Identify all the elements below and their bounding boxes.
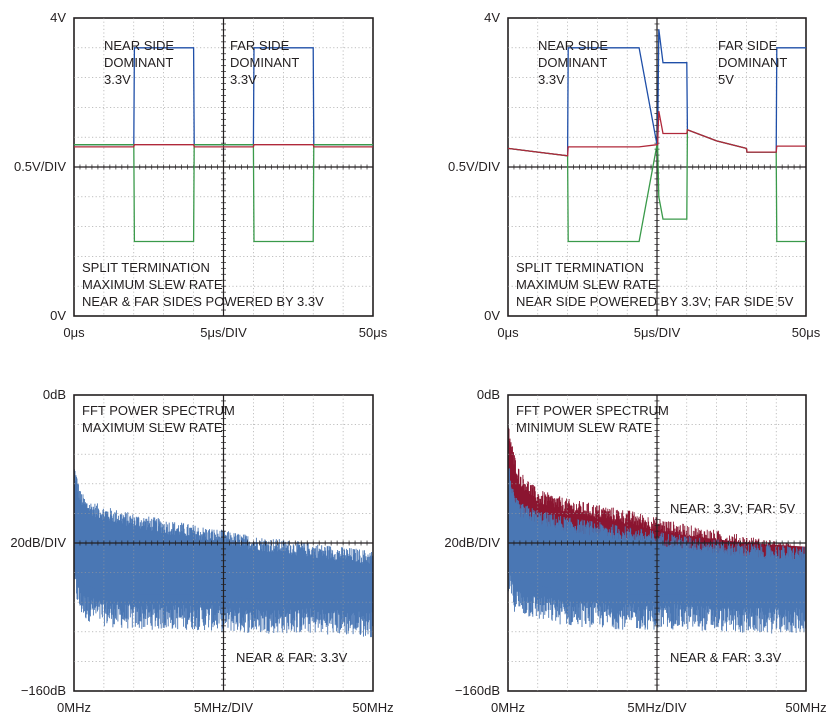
near-side-annotation: 3.3V [538,72,565,87]
fft-condition-note: MINIMUM SLEW RATE [516,420,653,435]
y-axis-scale-label: 0.5V/DIV [14,159,66,174]
spectrum-near-far-3v3-band [74,476,373,603]
condition-note: NEAR & FAR SIDES POWERED BY 3.3V [82,294,324,309]
far-side-annotation: FAR SIDE [230,38,290,53]
x-axis-scale-label: 5MHz/DIV [194,700,254,715]
series-label-near-far-3v3: NEAR & FAR: 3.3V [236,650,348,665]
condition-note: SPLIT TERMINATION [82,260,210,275]
x-axis-left-label: 0μs [497,325,519,340]
fft-condition-note: FFT POWER SPECTRUM [516,403,669,418]
y-axis-bottom-label: 0V [50,308,66,323]
condition-note: MAXIMUM SLEW RATE [516,277,657,292]
y-axis-top-label: 4V [484,10,500,25]
series-label-near-3v3-far-5v: NEAR: 3.3V; FAR: 5V [670,501,796,516]
y-axis-top-label: 0dB [43,387,66,402]
near-side-annotation: NEAR SIDE [538,38,608,53]
y-axis-top-label: 0dB [477,387,500,402]
panel-top-left: 4V 0.5V/DIV 0V 0μs 5μs/DIV 50μs NEAR SIDE DOMIN… [14,10,388,340]
far-side-annotation: DOMINANT [230,55,299,70]
grid: 4V 0.5V/DIV 0V 0μs 5μs/DIV 50μs [14,10,388,340]
y-axis-scale-label: 20dB/DIV [10,535,66,550]
near-side-annotation: DOMINANT [538,55,607,70]
x-axis-right-label: 50MHz [352,700,393,715]
far-side-annotation: DOMINANT [718,55,787,70]
panel-top-right: 4V 0.5V/DIV 0V 0μs 5μs/DIV 50μs NEAR SIDE DOMIN… [448,10,821,340]
x-axis-scale-label: 5MHz/DIV [627,700,687,715]
near-side-annotation: 3.3V [104,72,131,87]
fft-condition-note: MAXIMUM SLEW RATE [82,420,223,435]
y-axis-bottom-label: −160dB [455,683,500,698]
common-mode-trace [507,110,806,157]
canl-trace [74,144,373,243]
near-side-annotation: DOMINANT [104,55,173,70]
x-axis-left-label: 0MHz [491,700,525,715]
series-label-near-far-3v3: NEAR & FAR: 3.3V [670,650,782,665]
x-axis-right-label: 50μs [792,325,821,340]
far-side-annotation: 5V [718,72,734,87]
condition-note: MAXIMUM SLEW RATE [82,277,223,292]
panel-bottom-right: 0dB 20dB/DIV −160dB 0MHz 5MHz/DIV 50MHz FFT PO… [444,387,826,715]
x-axis-right-label: 50MHz [785,700,826,715]
condition-note: NEAR SIDE POWERED BY 3.3V; FAR SIDE 5V [516,294,794,309]
x-axis-left-label: 0μs [63,325,85,340]
x-axis-scale-label: 5μs/DIV [200,325,247,340]
far-side-annotation: 3.3V [230,72,257,87]
x-axis-right-label: 50μs [359,325,388,340]
y-axis-top-label: 4V [50,10,66,25]
x-axis-left-label: 0MHz [57,700,91,715]
y-axis-bottom-label: −160dB [21,683,66,698]
y-axis-scale-label: 0.5V/DIV [448,159,500,174]
spectrum-near-far-3v3-band [508,472,806,599]
near-side-annotation: NEAR SIDE [104,38,174,53]
spectrum-near-3v3-far-5v-band [508,435,806,562]
fft-condition-note: FFT POWER SPECTRUM [82,403,235,418]
grid: 0dB 20dB/DIV −160dB 0MHz 5MHz/DIV 50MHz [444,387,826,715]
panel-bottom-left: 0dB 20dB/DIV −160dB 0MHz 5MHz/DIV 50MHz FFT PO… [10,387,393,715]
common-mode-trace [74,144,373,148]
y-axis-bottom-label: 0V [484,308,500,323]
x-axis-scale-label: 5μs/DIV [634,325,681,340]
y-axis-scale-label: 20dB/DIV [444,535,500,550]
condition-note: SPLIT TERMINATION [516,260,644,275]
far-side-annotation: FAR SIDE [718,38,778,53]
grid: 0dB 20dB/DIV −160dB 0MHz 5MHz/DIV 50MHz [10,387,393,715]
